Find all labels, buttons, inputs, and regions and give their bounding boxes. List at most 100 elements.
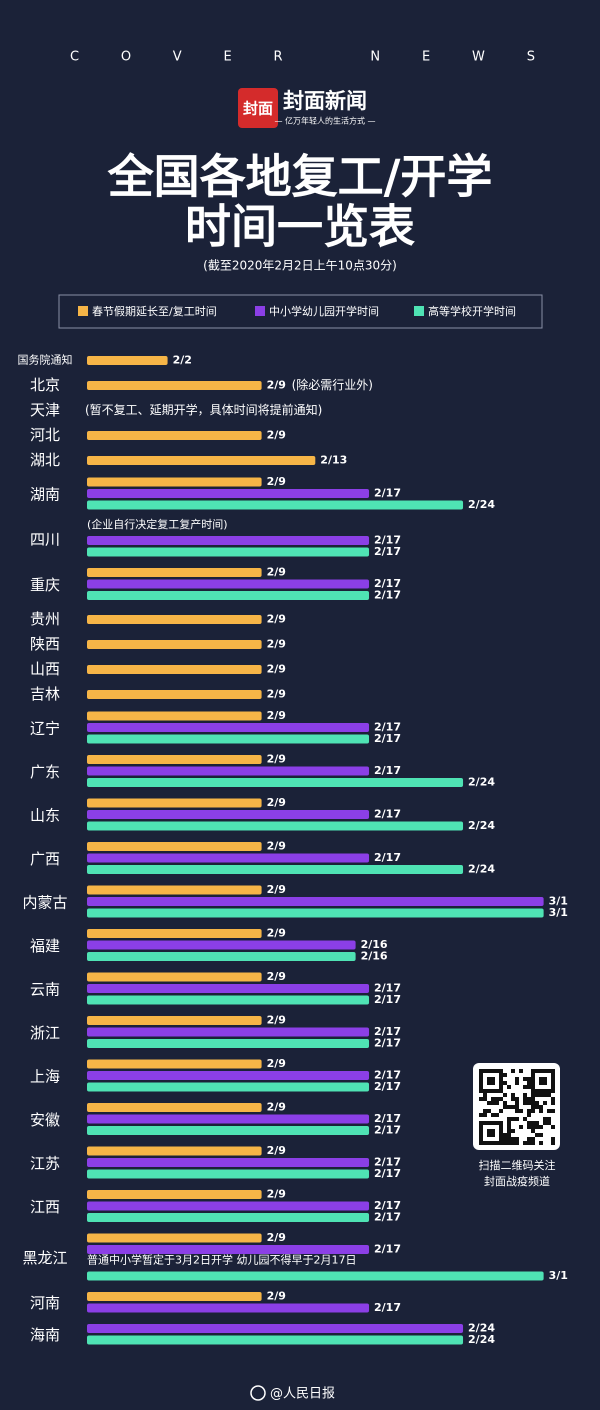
qr-cell — [535, 1121, 539, 1125]
bar — [87, 778, 464, 787]
qr-cell — [543, 1121, 547, 1125]
qr-cell — [507, 1121, 511, 1125]
value-label: 2/17 — [374, 1211, 401, 1224]
qr-cell — [483, 1113, 487, 1117]
row-label: 湖北 — [30, 451, 60, 469]
title-line: 时间一览表 — [185, 200, 415, 254]
value-label: 2/9 — [267, 379, 286, 392]
value-label: 2/17 — [374, 808, 401, 821]
qr-cell — [531, 1093, 535, 1097]
value-label: 2/9 — [267, 840, 286, 853]
value-label: 2/13 — [320, 454, 347, 467]
qr-cell — [515, 1137, 519, 1141]
value-label: 2/17 — [374, 1167, 401, 1180]
bar — [87, 431, 262, 440]
qr-cell — [487, 1109, 491, 1113]
bar — [87, 1027, 370, 1037]
qr-cell — [535, 1105, 539, 1109]
qr-cell — [491, 1113, 495, 1117]
brand: 封面新闻 — [283, 89, 367, 113]
qr-cell — [547, 1121, 551, 1125]
row-label: 天津 — [30, 401, 60, 419]
row-label: 广西 — [30, 850, 60, 868]
value-label: 2/9 — [267, 566, 286, 579]
bar — [87, 1324, 464, 1333]
qr-cell — [507, 1129, 511, 1133]
bar — [87, 1071, 370, 1080]
qr-cell — [539, 1105, 543, 1109]
legend-label: 中小学幼儿园开学时间 — [269, 304, 379, 318]
value-label: 2/9 — [267, 638, 286, 651]
value-label: 2/16 — [361, 950, 388, 963]
qr-cell — [511, 1069, 515, 1073]
legend-swatch — [78, 306, 88, 316]
row-label: 上海 — [30, 1067, 60, 1085]
qr-cell — [531, 1129, 535, 1133]
bar — [87, 723, 370, 732]
value-label: 2/9 — [267, 429, 286, 442]
footer: @人民日报 — [270, 1387, 335, 1402]
bar — [87, 1201, 370, 1211]
value-label: 2/9 — [267, 663, 286, 676]
qr-cell — [495, 1113, 499, 1117]
bar — [87, 885, 262, 895]
row-label: 重庆 — [30, 576, 60, 594]
value-label: 2/17 — [374, 851, 401, 864]
qr-cell — [527, 1081, 531, 1085]
qr-cell — [523, 1101, 527, 1105]
qr-cell — [531, 1141, 535, 1145]
qr-cell — [511, 1141, 515, 1145]
qr-cell — [551, 1101, 555, 1105]
qr-cell — [535, 1133, 539, 1137]
value-label: 2/9 — [267, 1188, 286, 1201]
qr-cell — [531, 1109, 535, 1113]
bar — [87, 356, 168, 365]
qr-cell — [511, 1129, 515, 1133]
bar — [87, 547, 370, 557]
qr-cell — [551, 1125, 555, 1129]
row-note: (暂不复工、延期开学，具体时间将提前通知) — [85, 402, 322, 417]
value-label: 3/1 — [549, 906, 568, 919]
bar — [87, 1213, 370, 1222]
qr-cell — [543, 1117, 547, 1121]
qr-caption: 扫描二维码关注 — [479, 1158, 556, 1172]
row-label: 山西 — [30, 660, 60, 678]
bar — [87, 1146, 262, 1156]
qr-finder — [487, 1129, 495, 1137]
qr-cell — [479, 1097, 483, 1101]
qr-cell — [547, 1117, 551, 1121]
qr-cell — [531, 1105, 535, 1109]
qr-cell — [527, 1137, 531, 1141]
bar — [87, 1039, 370, 1048]
bar — [87, 690, 262, 699]
row-label: 广东 — [30, 763, 60, 781]
weibo-icon — [250, 1385, 266, 1401]
qr-cell — [515, 1081, 519, 1085]
qr-cell — [507, 1133, 511, 1137]
bar — [87, 381, 262, 390]
qr-cell — [511, 1137, 515, 1141]
qr-cell — [507, 1125, 511, 1129]
bar — [87, 810, 370, 819]
value-label: 2/17 — [374, 1069, 401, 1082]
qr-cell — [507, 1141, 511, 1145]
value-label: 2/17 — [374, 534, 401, 547]
legend-swatch — [255, 306, 265, 316]
value-label: 2/9 — [267, 1101, 286, 1114]
qr-finder — [487, 1077, 495, 1085]
row-label: 安徽 — [30, 1111, 60, 1129]
value-label: 2/17 — [374, 487, 401, 500]
qr-cell — [515, 1141, 519, 1145]
value-label: 2/17 — [374, 1301, 401, 1314]
bar — [87, 711, 262, 721]
bar — [87, 984, 370, 993]
value-label: 2/9 — [267, 1144, 286, 1157]
qr-cell — [479, 1113, 483, 1117]
bar — [87, 456, 316, 465]
logo-box — [238, 88, 278, 128]
bar — [87, 1292, 262, 1301]
qr-cell — [523, 1085, 527, 1089]
qr-cell — [483, 1097, 487, 1101]
qr-cell — [523, 1093, 527, 1097]
value-label: 2/24 — [468, 1333, 495, 1346]
